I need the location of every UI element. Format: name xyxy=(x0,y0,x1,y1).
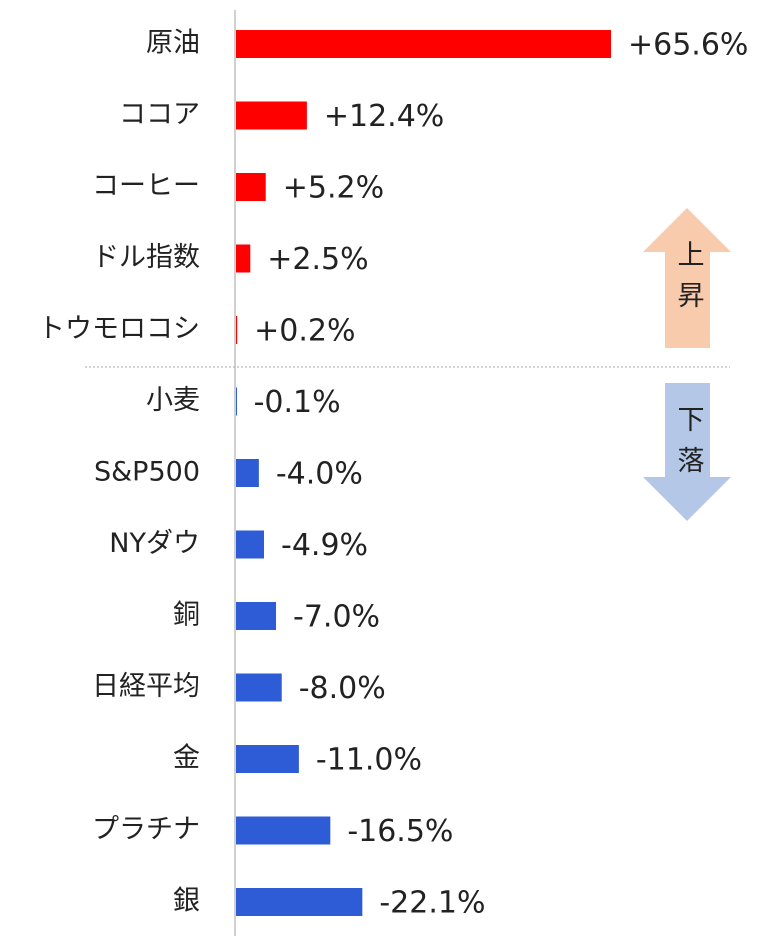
category-label: 日経平均 xyxy=(92,671,200,702)
category-label: コーヒー xyxy=(92,171,200,202)
value-label: +12.4% xyxy=(324,99,444,134)
category-label: 原油 xyxy=(146,28,200,59)
down-arrow xyxy=(643,383,731,521)
bar xyxy=(236,316,238,344)
bar xyxy=(236,530,265,559)
bar xyxy=(236,101,307,130)
category-label: ドル指数 xyxy=(92,242,200,273)
bar xyxy=(236,888,363,916)
bar xyxy=(236,244,251,273)
annotation: 下落 xyxy=(673,405,704,487)
value-label: -0.1% xyxy=(254,385,341,420)
value-label: -7.0% xyxy=(293,600,380,635)
value-label: +65.6% xyxy=(628,28,748,63)
category-label: ココア xyxy=(119,99,200,130)
value-label: -11.0% xyxy=(316,743,422,778)
value-label: -4.0% xyxy=(276,457,363,492)
category-label: S&P500 xyxy=(94,457,200,488)
category-label: 小麦 xyxy=(146,385,200,416)
value-label: -22.1% xyxy=(379,886,485,921)
value-label: -16.5% xyxy=(347,814,453,849)
bar xyxy=(236,602,277,630)
bar xyxy=(236,387,237,416)
value-label: -4.9% xyxy=(281,528,368,563)
up-arrow xyxy=(643,208,731,348)
bar xyxy=(236,459,259,487)
value-label: +2.5% xyxy=(267,242,368,277)
category-label: 銀 xyxy=(173,886,200,917)
bar xyxy=(236,816,331,845)
category-label: 銅 xyxy=(173,600,200,631)
category-label: プラチナ xyxy=(92,814,200,845)
category-label: トウモロコシ xyxy=(38,314,200,345)
bar xyxy=(236,173,266,201)
value-label: +0.2% xyxy=(254,314,355,349)
bar xyxy=(236,30,611,58)
value-label: +5.2% xyxy=(283,171,384,206)
annotation: 上昇 xyxy=(673,240,704,322)
bar xyxy=(236,745,299,773)
category-label: 金 xyxy=(173,743,200,774)
value-label: -8.0% xyxy=(299,671,386,706)
category-label: NYダウ xyxy=(109,528,200,559)
bar xyxy=(236,673,282,702)
